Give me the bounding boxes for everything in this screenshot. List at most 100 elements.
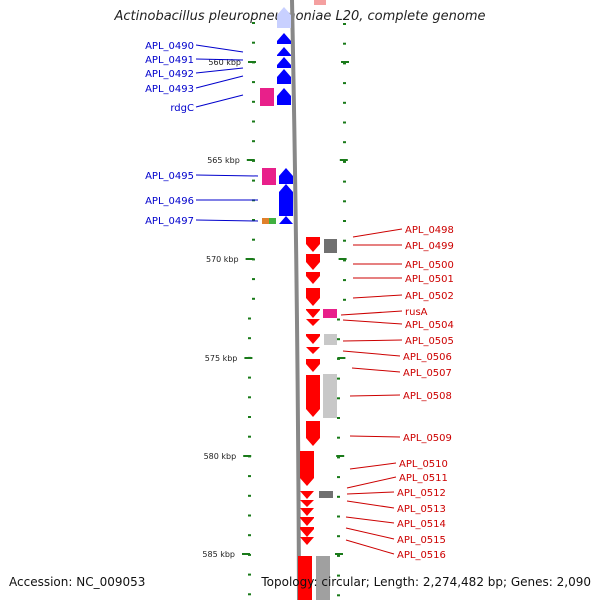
outer-tick-dot	[343, 42, 346, 45]
gene-label-connector	[342, 319, 403, 325]
gene-label-left: APL_0497	[145, 216, 194, 227]
gene-label-right: APL_0505	[405, 336, 454, 347]
inner-tick-dot	[248, 435, 251, 438]
gene-label-connector	[195, 174, 259, 177]
gene-label-right: APL_0498	[405, 225, 454, 236]
gene-label-connector	[351, 367, 401, 373]
inner-tick-dot	[248, 396, 251, 399]
gene-label-connector	[195, 94, 244, 108]
outer-tick-dot	[343, 259, 346, 262]
forward-gene-arrow	[306, 272, 320, 284]
outer-tick-dot	[343, 23, 346, 25]
major-tick-left	[242, 553, 250, 555]
backbone-strand	[290, 0, 301, 600]
gene-label-connector	[342, 339, 403, 342]
major-tick-right	[337, 357, 346, 359]
inner-tick-dot	[252, 100, 255, 103]
gene-label-connector	[352, 228, 403, 238]
major-tick-left	[243, 455, 252, 457]
gene-label-connector	[349, 435, 401, 438]
forward-gene-arrow	[300, 491, 314, 499]
outer-tick-dot	[337, 417, 340, 419]
forward-gene-arrow	[306, 254, 320, 270]
gene-label-left: APL_0496	[145, 196, 194, 207]
gene-label-left: APL_0490	[145, 41, 194, 52]
major-tick-right	[341, 61, 349, 63]
forward-gene-arrow	[306, 375, 320, 417]
outer-tick-dot	[343, 180, 346, 183]
forward-gene-arrow	[306, 359, 320, 372]
gene-label-connector	[195, 75, 244, 89]
outer-tick-dot	[337, 436, 340, 439]
outer-tick-dot	[343, 279, 346, 282]
major-tick-left	[246, 159, 255, 161]
inner-tick-dot	[252, 140, 255, 143]
misc-feature	[262, 218, 269, 224]
inner-tick-dot	[252, 22, 255, 24]
outer-tick-dot	[337, 338, 340, 341]
gene-label-right: APL_0504	[405, 320, 454, 331]
inner-tick-dot	[248, 494, 251, 497]
gene-label-right: APL_0507	[403, 368, 452, 379]
gene-label-right: APL_0510	[399, 459, 448, 470]
map-title: Actinobacillus pleuropneumoniae L20, com…	[114, 9, 486, 24]
outer-tick-dot	[343, 220, 346, 222]
major-tick-left	[248, 61, 256, 63]
other-feature	[316, 556, 330, 600]
gene-label-left: rdgC	[170, 103, 194, 114]
forward-gene-arrow	[306, 288, 320, 306]
scale-label: 560 kbp	[208, 58, 241, 67]
gene-label-right: APL_0509	[403, 433, 452, 444]
outer-tick-dot	[343, 200, 346, 203]
topology-label: Topology: circular; Length: 2,274,482 bp…	[261, 575, 591, 589]
inner-tick-dot	[252, 81, 255, 84]
scale-label: 565 kbp	[207, 156, 240, 165]
rna-feature	[260, 88, 274, 106]
inner-tick-dot	[248, 573, 251, 576]
gene-label-connector	[346, 476, 397, 489]
gene-label-right: APL_0511	[399, 473, 448, 484]
accession-label: Accession: NC_009053	[9, 575, 146, 589]
gene-label-connector	[346, 491, 395, 495]
gene-label-right: APL_0513	[397, 504, 446, 515]
scale-label: 570 kbp	[206, 255, 239, 264]
gene-label-connector	[349, 462, 397, 470]
gene-label-right: APL_0514	[397, 519, 446, 530]
forward-gene-arrow	[300, 537, 314, 545]
gene-label-connector	[345, 539, 395, 555]
scale-label: 580 kbp	[204, 452, 237, 461]
inner-tick-dot	[248, 593, 251, 596]
gene-label-right: APL_0512	[397, 488, 446, 499]
gene-label-left: APL_0495	[145, 171, 194, 182]
forward-gene-arrow	[306, 347, 320, 354]
gene-label-connector	[195, 58, 244, 61]
major-tick-right	[335, 553, 343, 555]
reverse-gene-arrow	[277, 33, 291, 44]
inner-tick-dot	[252, 41, 255, 44]
gene-label-connector	[346, 500, 395, 509]
inner-tick-dot	[252, 278, 255, 281]
gene-label-right: APL_0500	[405, 260, 454, 271]
forward-gene-arrow	[300, 451, 314, 486]
gene-label-left: APL_0492	[145, 69, 194, 80]
reverse-gene-arrow	[277, 47, 291, 56]
other-feature	[324, 239, 337, 253]
major-tick-right	[336, 455, 345, 457]
major-tick-right	[339, 159, 348, 161]
forward-gene-arrow	[306, 421, 320, 446]
gene-label-right: APL_0502	[405, 291, 454, 302]
outer-tick-dot	[337, 318, 340, 321]
gene-label-left: APL_0493	[145, 84, 194, 95]
major-tick-right	[338, 258, 347, 260]
major-tick-left	[244, 357, 253, 359]
rna-feature	[323, 309, 337, 318]
gene-label-connector	[195, 67, 244, 74]
forward-gene-arrow	[306, 309, 320, 318]
reverse-gene-arrow	[279, 216, 293, 224]
forward-gene-arrow	[300, 527, 314, 537]
inner-tick-dot	[248, 317, 251, 320]
misc-feature	[269, 218, 276, 224]
outer-tick-dot	[343, 121, 346, 124]
gene-label-connector	[345, 516, 395, 524]
